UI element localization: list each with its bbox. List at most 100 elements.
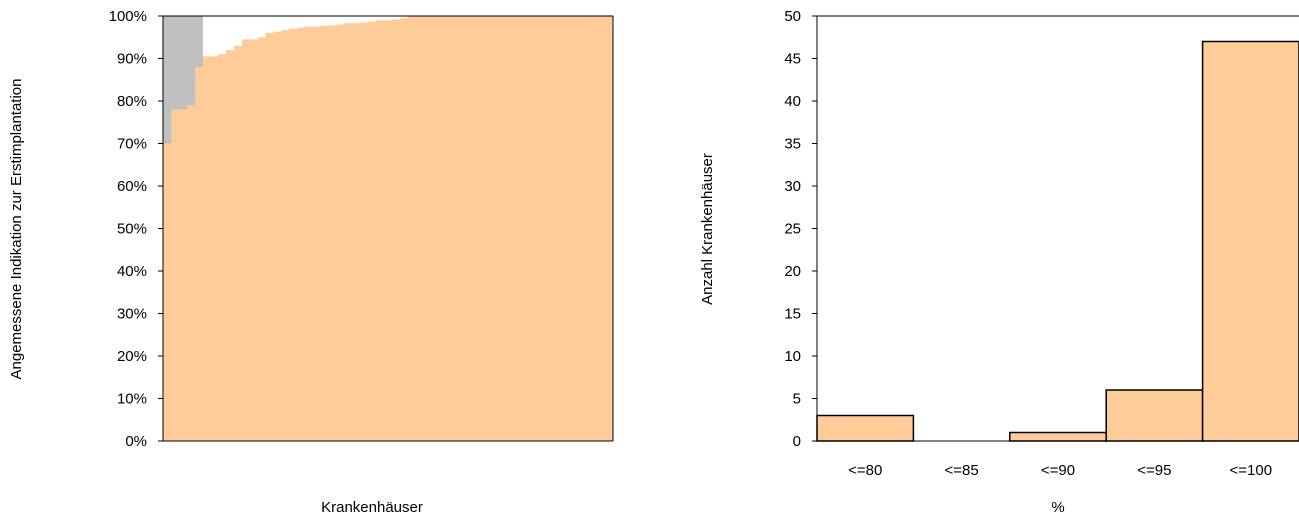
confidence-range-bar — [178, 16, 188, 110]
hospital-bar — [549, 16, 559, 441]
hospital-bar — [463, 16, 472, 441]
right-x-tick-label: <=90 — [1041, 462, 1075, 479]
left-y-tick-label: 0% — [125, 433, 147, 450]
histogram-bar — [1009, 431, 1107, 442]
left-x-axis-label: Krankenhäuser — [321, 499, 423, 516]
hospital-bar — [281, 30, 290, 442]
right-y-tick-label: 30 — [784, 178, 801, 195]
hospital-bar — [376, 20, 385, 441]
hospital-bar — [241, 39, 251, 441]
confidence-range-bar — [186, 16, 196, 106]
right-x-tick-label: <=80 — [848, 462, 882, 479]
hospital-bar — [218, 54, 227, 441]
right-x-tick-label: <=100 — [1230, 462, 1273, 479]
hospital-bar — [486, 16, 496, 441]
right-y-tick-label: 5 — [793, 391, 801, 408]
right-y-tick-label: 45 — [784, 51, 801, 68]
confidence-range-bar — [163, 16, 172, 144]
right-y-axis-label: Anzahl Krankenhäuser — [699, 153, 716, 305]
hospital-bar — [494, 16, 503, 441]
left-y-tick-labels: 0% 10% 20% 30% 40% 50% 60% 70% 80% 90% 100% — [109, 8, 163, 450]
confidence-range-bar — [194, 16, 203, 67]
histogram-bars — [816, 40, 1299, 442]
hospital-bar — [470, 16, 480, 441]
hospital-bar — [478, 16, 488, 441]
right-y-tick-label: 35 — [784, 136, 801, 153]
hospital-bar — [557, 16, 567, 441]
hospital-bar — [541, 16, 551, 441]
hospital-bar — [210, 56, 219, 441]
hospital-bar — [257, 37, 267, 441]
right-x-tick-label: <=95 — [1137, 462, 1171, 479]
hospital-bar — [170, 109, 180, 441]
hospital-bar — [573, 16, 582, 441]
hospital-bar — [534, 16, 543, 441]
hospital-bar — [320, 25, 330, 442]
hospital-bar — [249, 39, 259, 441]
hospital-bar — [399, 18, 409, 441]
hospital-bar — [423, 16, 432, 441]
hospital-bar — [186, 105, 196, 441]
hospital-bar — [297, 27, 306, 441]
hospital-bar — [368, 21, 377, 442]
hospital-bar — [581, 16, 590, 441]
hospital-bar — [202, 56, 211, 441]
hospital-bar — [447, 16, 456, 441]
hospital-bar — [518, 16, 527, 441]
left-y-tick-label: 30% — [117, 306, 147, 323]
hospital-bar — [605, 16, 614, 441]
left-y-tick-label: 40% — [117, 263, 147, 280]
hospital-bar — [589, 16, 598, 441]
hospital-bar — [526, 16, 535, 441]
right-x-axis-label: % — [1051, 499, 1064, 516]
hospital-bar — [455, 16, 464, 441]
hospital-bar — [226, 50, 235, 441]
left-y-tick-label: 20% — [117, 348, 147, 365]
hospital-bar — [431, 16, 440, 441]
right-y-tick-label: 25 — [784, 221, 801, 238]
hospital-bar — [391, 19, 401, 442]
histogram-bar — [1105, 389, 1204, 442]
hospital-bar — [336, 24, 346, 441]
confidence-range-bar — [170, 16, 180, 110]
hospital-bar — [273, 31, 282, 441]
right-y-tick-label: 10 — [784, 348, 801, 365]
right-x-tick-labels: <=80 <=85 <=90 <=95 <=100 — [848, 462, 1272, 479]
histogram-bar — [1201, 40, 1299, 442]
hospital-bar — [415, 16, 425, 441]
right-y-tick-label: 15 — [784, 306, 801, 323]
hospital-bar — [502, 16, 511, 441]
hospital-bar — [344, 23, 353, 441]
left-y-tick-label: 100% — [109, 8, 147, 25]
hospital-bar — [305, 26, 314, 441]
right-y-tick-labels: 0 5 10 15 20 25 30 35 40 45 50 — [784, 8, 817, 450]
left-y-tick-label: 60% — [117, 178, 147, 195]
right-y-tick-label: 0 — [793, 433, 801, 450]
cumulative-area-marks — [163, 16, 614, 442]
right-y-tick-label: 50 — [784, 8, 801, 25]
hospital-bar — [289, 28, 298, 441]
right-x-tick-label: <=85 — [944, 462, 978, 479]
left-y-tick-label: 10% — [117, 391, 147, 408]
left-y-tick-label: 80% — [117, 93, 147, 110]
right-y-tick-label: 40 — [784, 93, 801, 110]
left-y-tick-label: 70% — [117, 136, 147, 153]
hospital-bar — [313, 26, 322, 441]
hospital-bar — [407, 16, 417, 441]
hospital-bar — [565, 16, 575, 441]
hospital-bar — [265, 33, 275, 441]
hospital-bar — [597, 16, 606, 441]
hospital-bar — [510, 16, 519, 441]
hospital-bar — [328, 25, 338, 441]
hospital-bar — [194, 67, 203, 441]
hospital-bar — [384, 20, 393, 441]
hospital-bar — [163, 143, 172, 441]
hospital-bar — [234, 45, 243, 441]
hospital-bar — [178, 109, 188, 441]
left-y-tick-label: 50% — [117, 221, 147, 238]
histogram-bar — [816, 414, 915, 442]
cumulative-chart: 0% 10% 20% 30% 40% 50% 60% 70% 80% 90% 100% Angeme… — [8, 8, 614, 516]
hospital-bar — [360, 22, 369, 441]
left-y-axis-label: Angemessene Indikation zur Erstimplantat… — [8, 79, 25, 380]
